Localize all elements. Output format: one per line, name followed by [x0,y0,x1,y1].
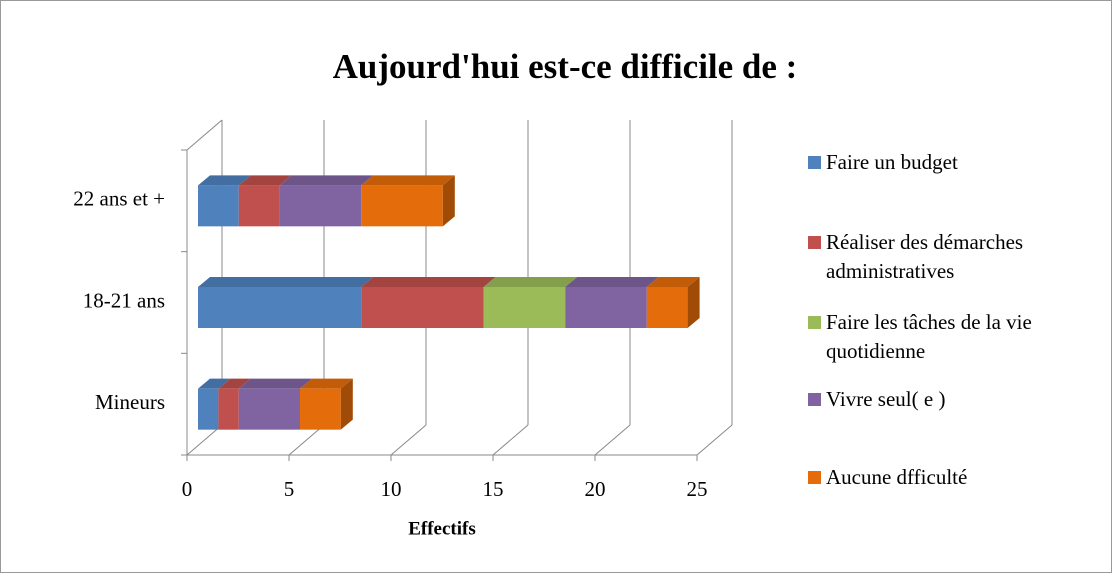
grid-line [492,424,529,456]
bar-top [279,175,374,186]
grid-line [696,424,733,456]
bar [361,287,484,328]
legend-swatch [808,471,821,484]
bar-top [198,277,374,287]
legend-swatch [808,393,821,406]
legend-swatch [808,156,821,169]
bar [218,388,239,430]
bar-top [238,378,312,389]
x-tick-label: 10 [381,477,402,501]
bar [198,287,362,328]
bar-top [483,277,578,287]
bar-top [300,378,353,389]
x-tick-label: 15 [483,477,504,501]
legend-swatch [808,316,821,329]
bar-top [218,378,251,389]
bar [198,388,219,430]
wall-line [186,119,223,151]
bar-side [442,175,455,227]
y-tick-label: 22 ans et + [73,187,165,211]
chart-title: Aujourd'hui est-ce difficile de : [333,47,798,86]
legend-label: Réaliser des démarches administratives [826,230,1024,283]
grid-line [288,424,325,456]
bar-top [238,175,292,186]
bar [361,185,443,227]
legend-swatch [808,236,821,249]
bar-top [646,277,700,287]
bar [646,287,688,328]
bar [238,185,280,227]
y-tick-label: 18-21 ans [83,288,165,312]
x-axis-title: Effectifs [408,518,476,539]
legend-label: Vivre seul( e ) [826,387,946,411]
bar [198,185,239,227]
bar-side [687,277,700,328]
x-tick-label: 5 [284,477,295,501]
x-tick-label: 20 [585,477,606,501]
bar-top [565,277,659,287]
bar-top [361,277,496,287]
grid-line [594,424,631,456]
bar [279,185,362,227]
x-tick-label: 25 [687,477,708,501]
bar-top [198,378,231,389]
legend-label: Faire un budget [826,150,958,174]
bar [483,287,566,328]
bar-side [340,378,353,430]
grid-line [390,424,427,456]
bar-top [198,175,251,186]
legend-label: Aucune dfficulté [826,465,968,489]
bar [300,388,341,430]
bar [238,388,300,430]
bar [565,287,647,328]
y-tick-label: Mineurs [95,390,165,414]
legend-label: Faire les tâches de la vie quotidienne [826,310,1032,363]
grid-line [186,424,223,456]
bar-top [361,175,455,186]
x-tick-label: 0 [182,477,193,501]
